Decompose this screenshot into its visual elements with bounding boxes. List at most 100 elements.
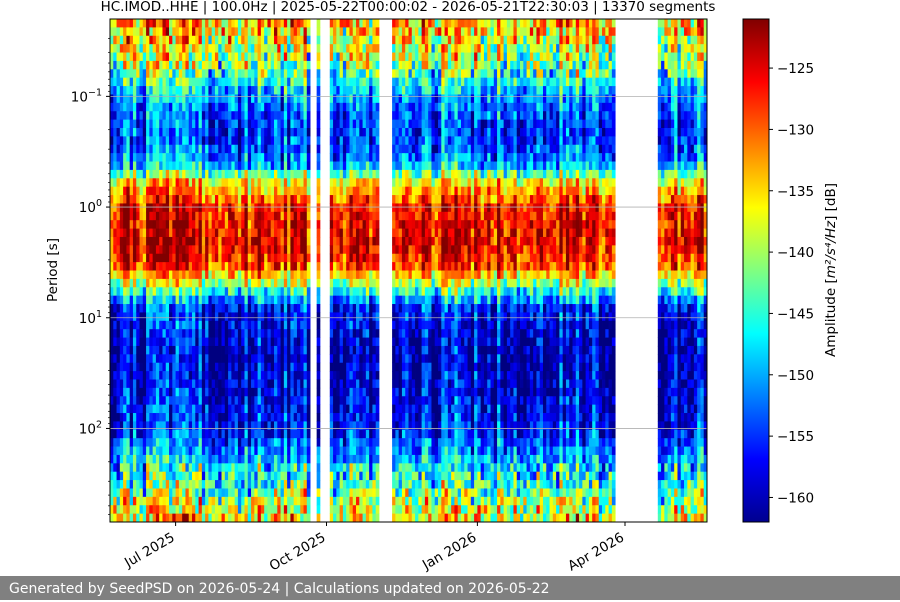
heatmap-cell <box>300 228 304 238</box>
heatmap-cell <box>346 496 350 506</box>
heatmap-cell <box>352 19 357 28</box>
heatmap-cell <box>290 496 295 506</box>
heatmap-cell <box>231 278 236 288</box>
heatmap-cell <box>346 345 350 355</box>
heatmap-cell <box>339 488 344 498</box>
heatmap-cell <box>356 86 360 95</box>
heatmap-cell <box>152 119 157 129</box>
heatmap-cell <box>126 161 131 171</box>
heatmap-cell <box>146 77 150 87</box>
heatmap-cell <box>329 337 334 347</box>
heatmap-cell <box>405 471 409 481</box>
heatmap-cell <box>392 60 396 70</box>
heatmap-cell <box>149 195 154 204</box>
heatmap-cell <box>228 345 232 355</box>
heatmap-cell <box>349 362 354 372</box>
heatmap-cell <box>149 169 154 179</box>
heatmap-cell <box>214 153 219 162</box>
heatmap-cell <box>293 505 298 515</box>
heatmap-cell <box>234 396 239 406</box>
heatmap-cell <box>165 245 170 255</box>
heatmap-cell <box>280 60 285 70</box>
heatmap-cell <box>149 387 154 397</box>
heatmap-cell <box>329 153 334 162</box>
heatmap-cell <box>296 454 301 464</box>
heatmap-cell <box>139 86 144 95</box>
heatmap-cell <box>392 220 396 229</box>
heatmap-cell <box>247 396 252 406</box>
heatmap-cell <box>408 295 413 305</box>
heatmap-cell <box>165 86 170 95</box>
heatmap-cell <box>152 379 157 389</box>
heatmap-cell <box>185 136 190 146</box>
heatmap-cell <box>162 329 167 338</box>
heatmap-cell <box>356 505 360 515</box>
heatmap-cell <box>234 413 239 422</box>
heatmap-cell <box>375 337 380 347</box>
heatmap-cell <box>342 505 347 515</box>
heatmap-cell <box>254 446 259 456</box>
heatmap-cell <box>352 119 357 129</box>
heatmap-cell <box>369 278 373 288</box>
heatmap-cell <box>152 454 157 464</box>
heatmap-cell <box>185 463 190 473</box>
heatmap-cell <box>110 186 114 196</box>
heatmap-cell <box>251 27 255 37</box>
heatmap-cell <box>119 421 124 431</box>
heatmap-cell <box>237 446 242 456</box>
heatmap-cell <box>165 471 170 481</box>
heatmap-cell <box>113 144 117 154</box>
heatmap-cell <box>237 496 242 506</box>
heatmap-cell <box>113 404 117 414</box>
heatmap-cell <box>149 236 154 246</box>
heatmap-cell <box>392 505 396 515</box>
heatmap-cell <box>162 60 167 70</box>
heatmap-cell <box>234 471 239 481</box>
heatmap-cell <box>162 245 167 255</box>
heatmap-cell <box>195 413 199 422</box>
heatmap-cell <box>303 463 308 473</box>
heatmap-cell <box>146 496 150 506</box>
heatmap-cell <box>264 102 268 112</box>
heatmap-cell <box>146 471 150 481</box>
heatmap-cell <box>126 35 131 45</box>
heatmap-cell <box>119 362 124 372</box>
heatmap-cell <box>126 220 131 229</box>
heatmap-cell <box>339 220 344 229</box>
heatmap-cell <box>136 127 140 137</box>
heatmap-cell <box>339 396 344 406</box>
heatmap-cell <box>182 278 186 288</box>
heatmap-cell <box>287 421 291 431</box>
heatmap-cell <box>316 396 321 406</box>
heatmap-cell <box>401 446 406 456</box>
heatmap-cell <box>270 396 275 406</box>
heatmap-cell <box>283 304 288 313</box>
heatmap-cell <box>228 463 232 473</box>
heatmap-cell <box>195 94 199 104</box>
heatmap-cell <box>136 312 140 322</box>
heatmap-cell <box>264 413 268 422</box>
heatmap-cell <box>342 396 347 406</box>
heatmap-cell <box>159 446 163 456</box>
heatmap-cell <box>303 329 308 338</box>
heatmap-cell <box>274 153 278 162</box>
heatmap-cell <box>241 153 245 162</box>
heatmap-cell <box>172 446 176 456</box>
heatmap-cell <box>375 278 380 288</box>
heatmap-cell <box>192 488 196 498</box>
heatmap-cell <box>228 262 232 271</box>
heatmap-cell <box>247 86 252 95</box>
heatmap-cell <box>274 404 278 414</box>
heatmap-cell <box>149 262 154 271</box>
heatmap-cell <box>142 52 147 62</box>
heatmap-cell <box>287 144 291 154</box>
heatmap-cell <box>356 253 360 263</box>
heatmap-cell <box>251 136 255 146</box>
heatmap-cell <box>126 421 131 431</box>
heatmap-cell <box>175 153 180 162</box>
heatmap-cell <box>398 480 403 489</box>
heatmap-cell <box>283 102 288 112</box>
heatmap-cell <box>155 371 160 380</box>
heatmap-cell <box>290 463 295 473</box>
heatmap-cell <box>352 253 357 263</box>
